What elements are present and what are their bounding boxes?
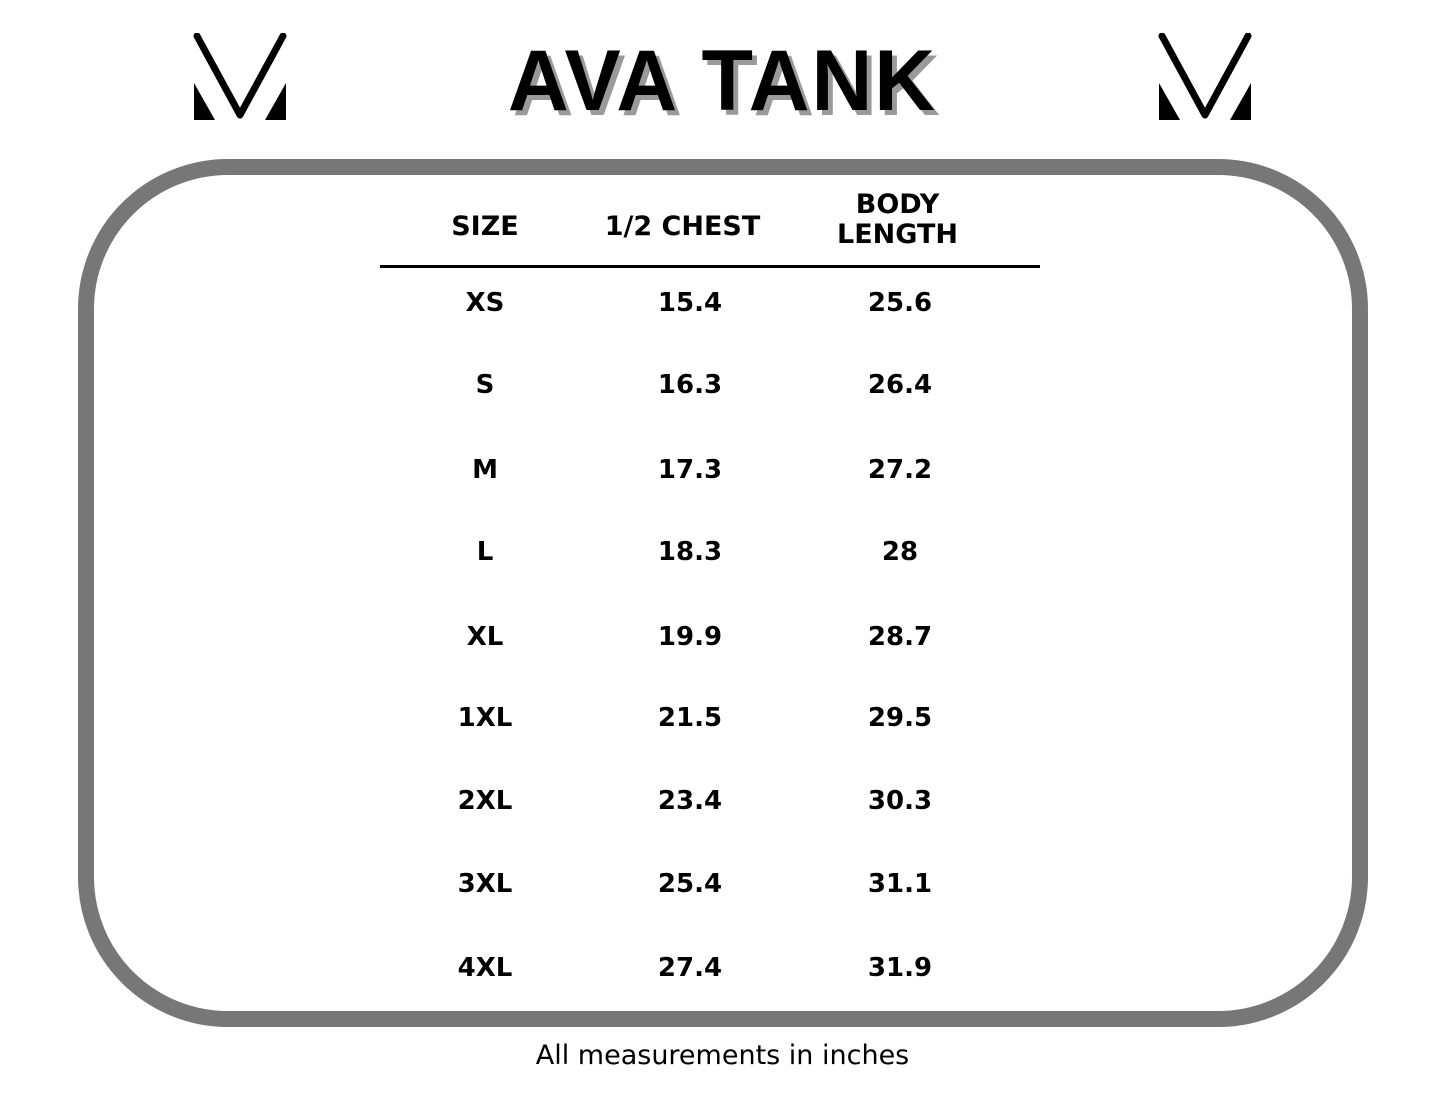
- cell-size: M: [472, 455, 498, 485]
- cell-half-chest: 16.3: [657, 370, 723, 400]
- cell-half-chest: 21.5: [657, 703, 723, 733]
- cell-size: XL: [466, 622, 504, 652]
- header-body-length-line1: BODY: [855, 189, 940, 220]
- header-body-length: BODY LENGTH: [810, 190, 985, 250]
- page-title: AVA TANK: [507, 33, 938, 129]
- cell-size: 1XL: [457, 703, 513, 733]
- header-divider: [380, 265, 1040, 268]
- size-chart-frame: [78, 159, 1368, 1027]
- v-monogram-logo-icon: [193, 33, 287, 120]
- cell-body-length: 31.1: [867, 869, 933, 899]
- cell-body-length: 30.3: [867, 786, 933, 816]
- cell-body-length: 29.5: [867, 703, 933, 733]
- v-monogram-logo-icon: [1158, 33, 1252, 120]
- cell-size: XS: [465, 288, 505, 318]
- cell-half-chest: 19.9: [657, 622, 723, 652]
- cell-body-length: 26.4: [867, 370, 933, 400]
- cell-size: 4XL: [457, 953, 513, 983]
- cell-body-length: 28: [881, 537, 919, 567]
- header-half-chest: 1/2 CHEST: [604, 211, 761, 242]
- cell-size: 2XL: [457, 786, 513, 816]
- footnote: All measurements in inches: [535, 1040, 910, 1071]
- cell-body-length: 31.9: [867, 953, 933, 983]
- cell-body-length: 28.7: [867, 622, 933, 652]
- cell-half-chest: 15.4: [657, 288, 723, 318]
- cell-half-chest: 23.4: [657, 786, 723, 816]
- header-size: SIZE: [451, 211, 519, 242]
- cell-half-chest: 27.4: [657, 953, 723, 983]
- cell-body-length: 25.6: [867, 288, 933, 318]
- cell-half-chest: 25.4: [657, 869, 723, 899]
- cell-half-chest: 18.3: [657, 537, 723, 567]
- header-body-length-line2: LENGTH: [837, 219, 958, 250]
- cell-size: 3XL: [457, 869, 513, 899]
- cell-size: L: [476, 537, 494, 567]
- cell-body-length: 27.2: [867, 455, 933, 485]
- cell-size: S: [475, 370, 495, 400]
- cell-half-chest: 17.3: [657, 455, 723, 485]
